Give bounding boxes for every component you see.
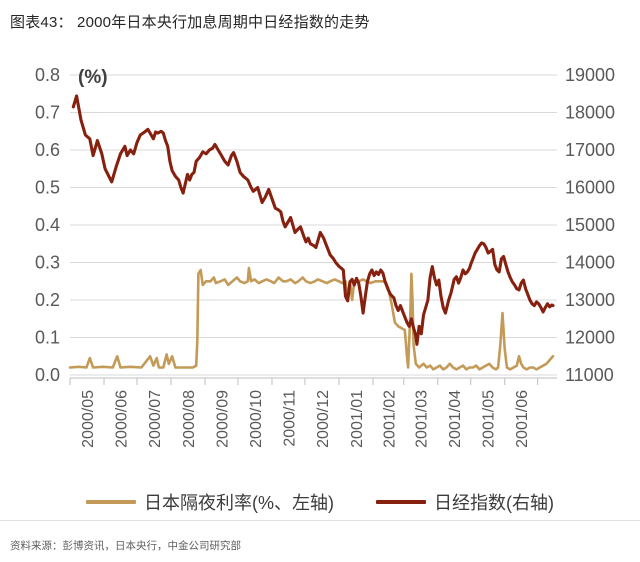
source-note: 资料来源：彭博资讯，日本央行，中金公司研究部 [10, 540, 241, 552]
nikkei-index-line [71, 94, 555, 346]
x-axis-month-label: 2000/11 [281, 390, 298, 447]
right-axis-tick-label: 17000 [565, 140, 615, 160]
overnight-rate-line [68, 266, 555, 371]
left-axis-tick-label: 0.0 [35, 365, 60, 385]
left-axis-tick-label: 0.4 [35, 215, 60, 235]
x-axis-month-label: 2000/05 [80, 390, 97, 448]
left-axis-tick-label: 0.6 [35, 140, 60, 160]
x-axis-month-label: 2000/06 [113, 390, 130, 448]
right-axis-tick-label: 18000 [565, 103, 615, 123]
left-axis-tick-label: 0.5 [35, 178, 60, 198]
left-axis-tick-label: 0.2 [35, 290, 60, 310]
x-axis-month-label: 2000/07 [147, 390, 164, 448]
legend-label-overnight-rate: 日本隔夜利率(%、左轴) [144, 493, 334, 513]
right-axis-tick-label: 12000 [565, 328, 615, 348]
overnight-rate-line-swatch [86, 500, 136, 504]
x-axis-month-label: 2000/10 [248, 390, 265, 448]
right-axis-tick-label: 15000 [565, 215, 615, 235]
x-axis-month-label: 2001/02 [381, 390, 398, 448]
right-axis-tick-label: 19000 [565, 65, 615, 85]
x-axis-month-label: 2001/01 [349, 390, 366, 448]
chart-canvas: 0.8 19000 0.7 18000 0.6 17000 0.5 16000 0.4 15000… [35, 65, 615, 448]
x-axis-month-label: 2001/06 [514, 390, 531, 448]
left-axis-unit-label: (%) [78, 67, 108, 88]
chart-title: 图表43： 2000年日本央行加息周期中日经指数的走势 [10, 14, 370, 31]
x-axis-month-label: 2000/09 [214, 390, 231, 448]
left-axis-tick-label: 0.3 [35, 253, 60, 273]
left-axis-tick-label: 0.1 [35, 328, 60, 348]
footer-divider [0, 520, 640, 521]
x-axis-month-label: 2000/08 [181, 390, 198, 448]
legend-item-overnight-rate: 日本隔夜利率(%、左轴) [86, 489, 334, 515]
legend-item-nikkei: 日经指数(右轴) [376, 489, 554, 515]
right-axis-tick-label: 13000 [565, 290, 615, 310]
right-axis-tick-label: 11000 [565, 365, 614, 385]
left-axis-tick-label: 0.7 [35, 103, 60, 123]
legend-label-nikkei: 日经指数(右轴) [434, 493, 554, 513]
nikkei-line-swatch [376, 500, 426, 504]
x-axis-month-label: 2001/04 [447, 390, 464, 448]
x-axis-month-label: 2001/05 [481, 390, 498, 448]
left-axis-tick-label: 0.8 [35, 65, 60, 85]
x-axis-month-label: 2001/03 [414, 390, 431, 448]
right-axis-tick-label: 14000 [565, 253, 615, 273]
right-axis-tick-label: 16000 [565, 178, 615, 198]
chart-legend: 日本隔夜利率(%、左轴) 日经指数(右轴) [0, 488, 640, 516]
x-axis-month-label: 2000/12 [315, 390, 332, 448]
